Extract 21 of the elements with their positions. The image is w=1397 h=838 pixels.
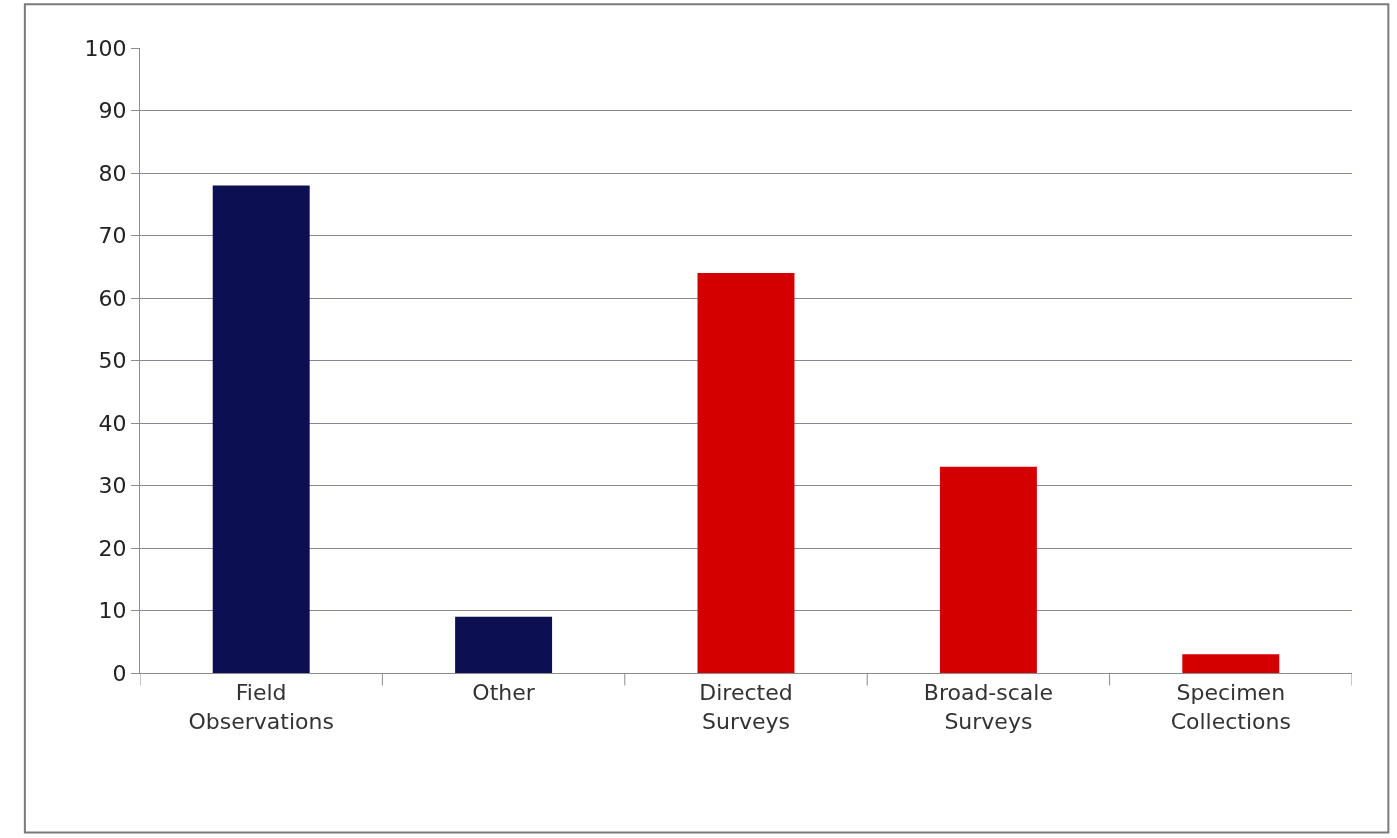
y-tick-label: 20	[98, 535, 127, 561]
x-tick-label: Directed Surveys	[699, 680, 793, 734]
x-tick-label: Specimen Collections	[1170, 680, 1291, 734]
bar	[1182, 654, 1280, 673]
bar	[212, 185, 310, 673]
bar	[455, 616, 553, 673]
y-tick-label: 0	[112, 660, 127, 686]
bar	[939, 466, 1037, 673]
y-tick-label: 100	[84, 35, 127, 61]
y-tick-label: 70	[98, 223, 127, 249]
x-tick-label: Other	[472, 680, 536, 706]
bar	[697, 273, 795, 673]
y-tick-label: 60	[98, 285, 127, 311]
x-tick-label: Broad-scale Surveys	[923, 680, 1053, 734]
y-tick-label: 80	[98, 160, 127, 186]
y-tick-label: 30	[98, 473, 127, 499]
y-tick-label: 90	[98, 98, 127, 124]
y-tick-label: 10	[98, 598, 127, 624]
y-tick-label: 40	[98, 410, 127, 436]
y-tick-label: 50	[98, 348, 127, 374]
x-tick-label: Field Observations	[188, 680, 334, 734]
